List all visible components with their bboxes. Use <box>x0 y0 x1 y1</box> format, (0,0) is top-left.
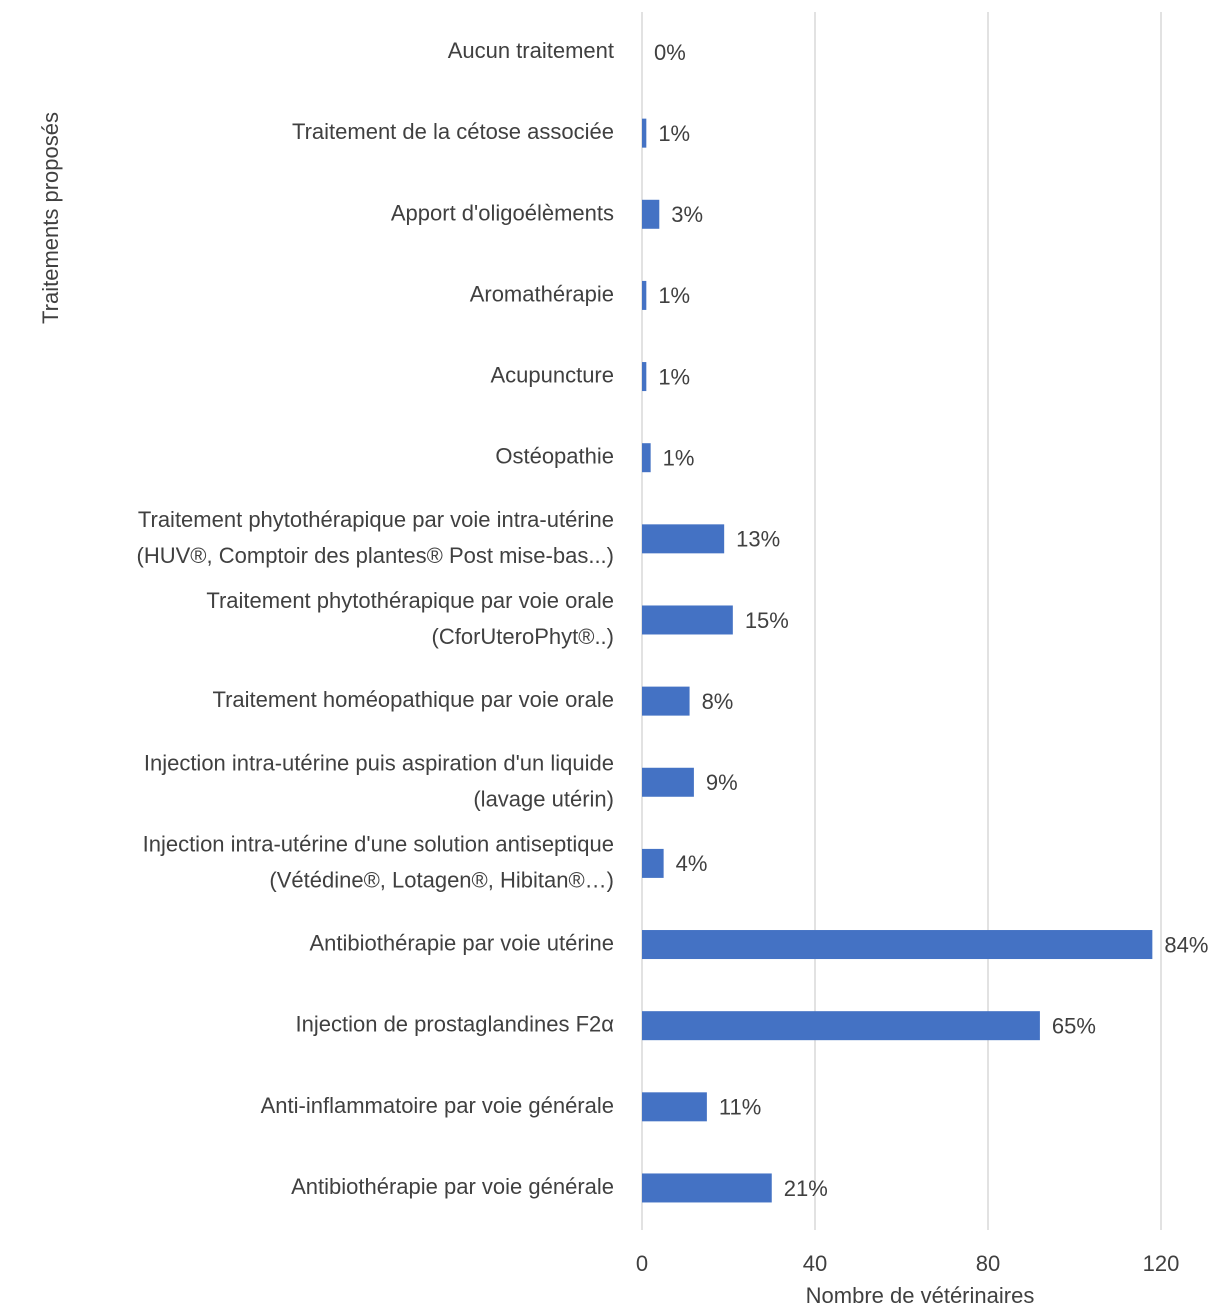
x-tick-label: 0 <box>636 1251 648 1276</box>
data-label: 11% <box>719 1095 761 1120</box>
bar <box>642 1173 772 1203</box>
bar <box>642 1011 1040 1041</box>
bar <box>642 362 647 392</box>
y-tick-label: Traitement de la cétose associée <box>292 119 614 144</box>
x-tick-label: 40 <box>803 1251 827 1276</box>
y-tick-label: Ostéopathie <box>495 444 614 469</box>
bar <box>642 1092 707 1122</box>
data-label: 65% <box>1052 1013 1096 1038</box>
x-axis-title: Nombre de vétérinaires <box>806 1283 1035 1308</box>
data-label: 1% <box>658 283 690 308</box>
y-tick-label: Aromathérapie <box>470 281 614 306</box>
bar <box>642 443 651 473</box>
data-label: 1% <box>658 121 690 146</box>
y-tick-label: Injection intra-utérine puis aspiration … <box>144 750 614 811</box>
y-tick-label: Antibiothérapie par voie générale <box>291 1174 614 1199</box>
bar <box>642 605 733 635</box>
bar <box>642 767 694 797</box>
y-tick-label: Injection de prostaglandines F2α <box>296 1011 615 1036</box>
bar <box>642 686 690 716</box>
y-tick-label: Traitement homéopathique par voie orale <box>212 687 614 712</box>
data-label: 0% <box>654 40 686 65</box>
y-tick-label: Anti-inflammatoire par voie générale <box>261 1093 614 1118</box>
bar <box>642 280 647 310</box>
bar <box>642 524 725 554</box>
y-tick-label: Traitement phytothérapique par voie oral… <box>206 588 614 649</box>
x-tick-label: 120 <box>1143 1251 1180 1276</box>
data-label: 3% <box>671 202 703 227</box>
data-label: 21% <box>784 1176 828 1201</box>
y-tick-label: Antibiothérapie par voie utérine <box>309 930 614 955</box>
y-tick-label: Acupuncture <box>490 362 614 387</box>
data-label: 84% <box>1164 932 1208 957</box>
data-label: 8% <box>702 689 734 714</box>
data-label: 13% <box>736 527 780 552</box>
data-label: 1% <box>658 364 690 389</box>
bar <box>642 118 647 148</box>
data-label: 4% <box>676 851 708 876</box>
data-label: 15% <box>745 608 789 633</box>
y-axis-title: Traitements proposés <box>38 112 63 324</box>
bar <box>642 199 660 229</box>
data-label: 9% <box>706 770 738 795</box>
x-tick-label: 80 <box>976 1251 1000 1276</box>
bar <box>642 848 664 878</box>
bar <box>642 930 1153 960</box>
data-label: 1% <box>663 446 695 471</box>
y-tick-label: Aucun traitement <box>448 38 614 63</box>
y-tick-label: Apport d'oligoélèments <box>391 200 614 225</box>
y-tick-label: Traitement phytothérapique par voie intr… <box>137 507 614 568</box>
y-tick-label: Injection intra-utérine d'une solution a… <box>143 831 614 892</box>
